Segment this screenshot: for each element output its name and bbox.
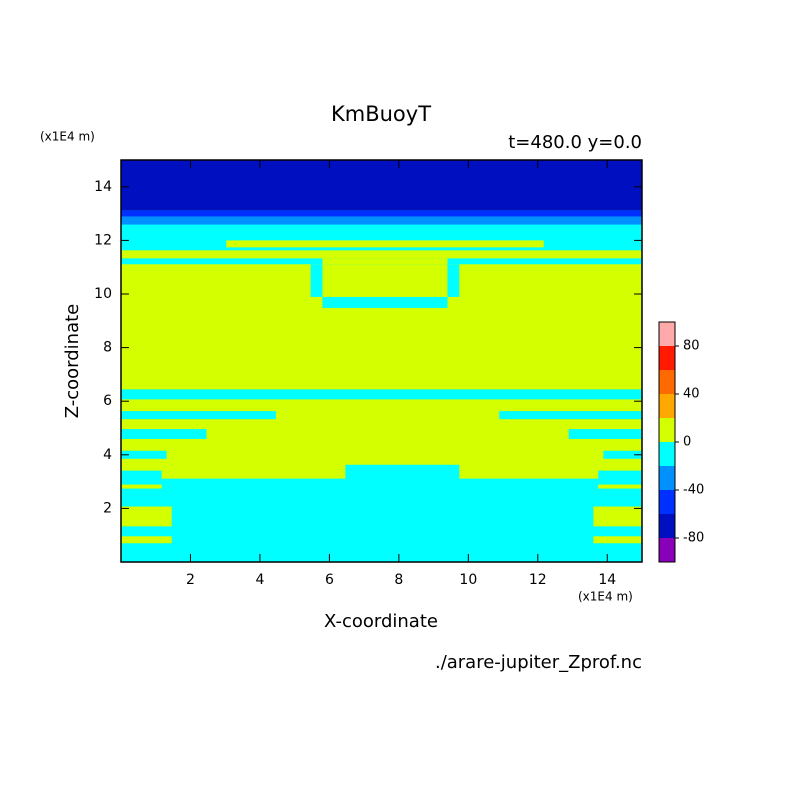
contour-region [121,411,276,420]
colorbar-tick-label: -40 [683,483,704,498]
contour-region [322,296,448,308]
colorbar-tick-label: -80 [683,531,704,546]
y-tick-label: 8 [103,340,112,356]
contour-region [447,264,460,297]
colorbar-segment [659,466,675,490]
y-unit: (x1E4 m) [40,130,95,144]
x-tick-label: 2 [186,572,195,588]
x-unit: (x1E4 m) [578,590,633,604]
x-tick-label: 12 [529,572,547,588]
contour-region [121,160,642,211]
colorbar-segment [659,322,675,346]
contour-region [568,429,642,439]
contour-region [121,429,207,439]
colorbar-segment [659,346,675,370]
x-tick-label: 14 [598,572,616,588]
y-tick-label: 14 [94,179,112,195]
contour-region [121,250,642,259]
x-tick-label: 8 [394,572,403,588]
contour-region [121,264,642,390]
y-tick-label: 2 [103,500,112,516]
contour-region [121,536,172,544]
plot-area [121,160,642,562]
x-axis-label: X-coordinate [324,611,438,632]
y-axis-label: Z-coordinate [62,304,83,419]
contour-region [310,264,323,297]
contour-region [322,258,448,265]
colorbar-tick-label: 0 [683,435,691,450]
colorbar-tick-label: 40 [683,387,700,402]
contour-region [121,216,642,225]
colorbar-segment [659,442,675,466]
chart-title: KmBuoyT [331,102,431,126]
y-tick-label: 6 [103,393,112,409]
colorbar-segment [659,514,675,538]
contour-region [121,450,167,459]
source-file: ./arare-jupiter_Zprof.nc [435,652,642,673]
colorbar-segment [659,370,675,394]
contour-region [593,506,642,527]
contour-region [121,484,162,489]
plot-frame [120,159,643,563]
contour-region [226,240,544,248]
x-tick-label: 4 [255,572,264,588]
chart-subtitle: t=480.0 y=0.0 [508,132,642,153]
colorbar-tick-label: 80 [683,339,700,354]
y-tick-label: 10 [94,286,112,302]
y-tick-label: 12 [94,232,112,248]
contour-region [499,411,642,420]
contour-region [121,506,172,527]
contour-region [598,484,642,489]
contour-region [593,536,642,544]
colorbar-segment [659,538,675,562]
contour-region [603,450,642,459]
colorbar-segment [659,418,675,442]
colorbar-segment [659,394,675,418]
x-tick-label: 10 [459,572,477,588]
x-tick-label: 6 [325,572,334,588]
y-tick-label: 4 [103,447,112,463]
colorbar-segment [659,490,675,514]
contour-region [121,210,642,217]
